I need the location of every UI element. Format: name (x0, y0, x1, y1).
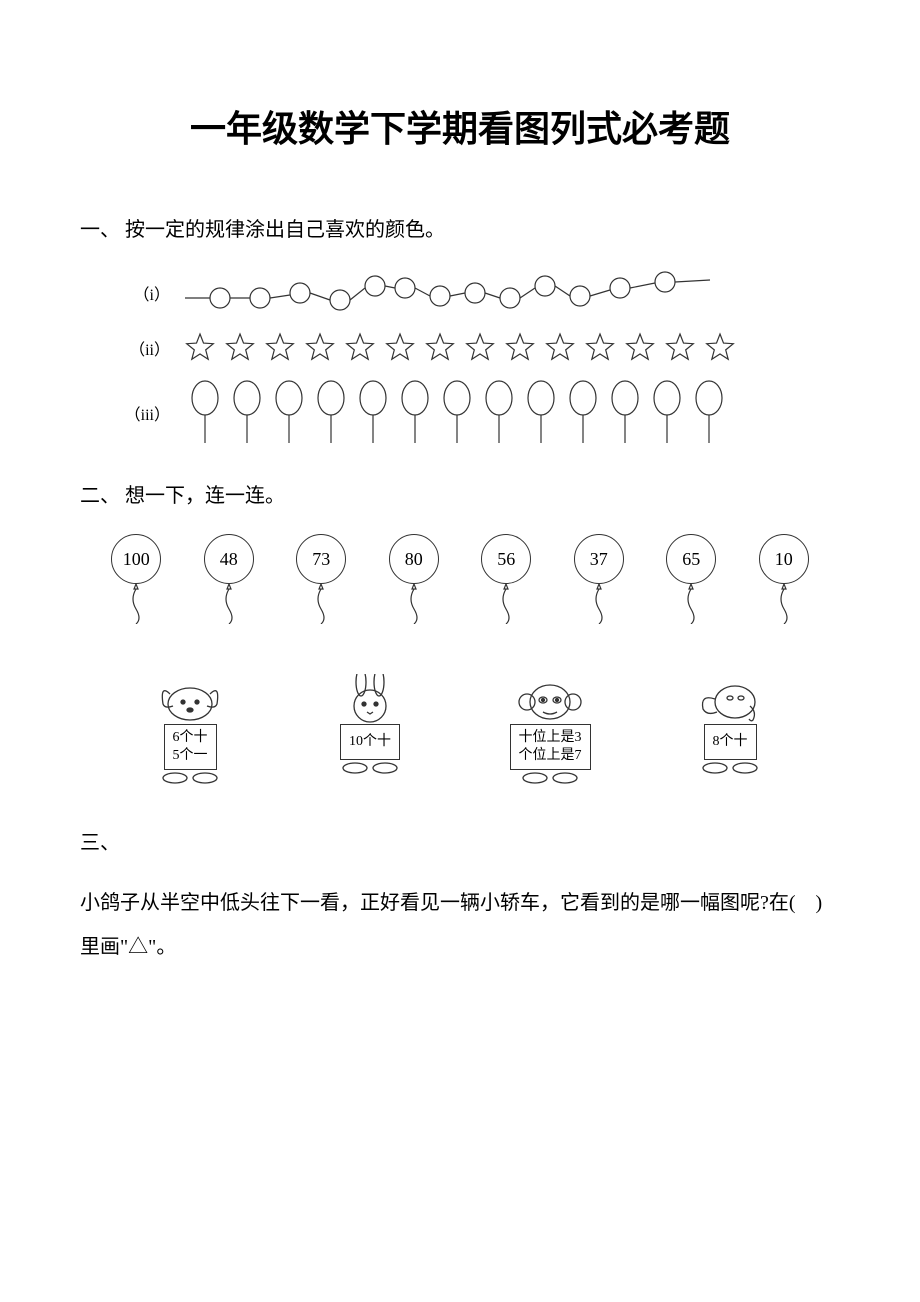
balloon-circle: 56 (481, 534, 531, 584)
circles-wave-icon (180, 268, 720, 318)
q1-row-iii: （iii） (110, 378, 840, 448)
balloon-number: 37 (590, 549, 608, 570)
balloon-number: 100 (123, 549, 150, 570)
q3-body-text: 小鸽子从半空中低头往下一看，正好看见一辆小轿车，它看到的是哪一幅图呢?在( )里… (80, 881, 840, 969)
balloon-circle: 65 (666, 534, 716, 584)
balloon-number: 65 (682, 549, 700, 570)
balloon-number: 48 (220, 549, 238, 570)
balloon-string-icon (404, 584, 424, 624)
balloon-item: 48 (204, 534, 254, 624)
feet-icon (150, 770, 230, 785)
balloon-circle: 100 (111, 534, 161, 584)
feet-icon (510, 770, 590, 785)
small-balloons-row-icon (180, 378, 740, 448)
balloon-string-icon (311, 584, 331, 624)
rabbit-icon (335, 674, 405, 724)
balloon-circle: 10 (759, 534, 809, 584)
balloon-item: 10 (759, 534, 809, 624)
q2-heading: 二、 想一下，连一连。 (80, 478, 840, 514)
elephant-icon (695, 674, 765, 724)
animal-item: 十位上是3个位上是7 (480, 674, 620, 785)
question-1: 一、 按一定的规律涂出自己喜欢的颜色。 （i） （ii） (80, 212, 840, 448)
q1-label-ii: （ii） (110, 336, 180, 360)
animal-item: 8个十 (660, 674, 800, 785)
question-2: 二、 想一下，连一连。 100 48 73 80 (80, 478, 840, 785)
q1-label-i: （i） (110, 281, 180, 305)
q1-heading: 一、 按一定的规律涂出自己喜欢的颜色。 (80, 212, 840, 248)
balloon-item: 56 (481, 534, 531, 624)
animal-label: 8个十 (704, 724, 757, 760)
monkey-icon (515, 674, 585, 724)
balloon-string-icon (219, 584, 239, 624)
q2-animals-row: 6个十5个一 10个十 (80, 674, 840, 785)
balloon-circle: 37 (574, 534, 624, 584)
balloon-item: 65 (666, 534, 716, 624)
feet-icon (330, 760, 410, 775)
balloon-item: 100 (111, 534, 161, 624)
balloon-item: 73 (296, 534, 346, 624)
balloon-string-icon (126, 584, 146, 624)
balloon-string-icon (774, 584, 794, 624)
balloon-string-icon (681, 584, 701, 624)
animal-label: 10个十 (340, 724, 400, 760)
q1-label-iii: （iii） (110, 401, 180, 425)
page-title: 一年级数学下学期看图列式必考题 (80, 100, 840, 152)
dog-icon (155, 674, 225, 724)
stars-row-icon (180, 328, 740, 368)
balloon-circle: 80 (389, 534, 439, 584)
animal-label: 十位上是3个位上是7 (510, 724, 591, 770)
balloon-number: 73 (312, 549, 330, 570)
q1-row-ii: （ii） (110, 328, 840, 368)
question-3: 三、 小鸽子从半空中低头往下一看，正好看见一辆小轿车，它看到的是哪一幅图呢?在(… (80, 825, 840, 969)
feet-icon (690, 760, 770, 775)
balloon-circle: 48 (204, 534, 254, 584)
animal-item: 6个十5个一 (120, 674, 260, 785)
q3-heading: 三、 (80, 825, 840, 861)
balloon-number: 56 (497, 549, 515, 570)
balloon-item: 37 (574, 534, 624, 624)
balloon-number: 80 (405, 549, 423, 570)
balloon-item: 80 (389, 534, 439, 624)
animal-label: 6个十5个一 (164, 724, 217, 770)
q1-row-i: （i） (110, 268, 840, 318)
balloon-string-icon (589, 584, 609, 624)
animal-item: 10个十 (300, 674, 440, 785)
balloon-circle: 73 (296, 534, 346, 584)
balloon-number: 10 (775, 549, 793, 570)
balloon-string-icon (496, 584, 516, 624)
q2-balloons-row: 100 48 73 80 56 (80, 534, 840, 624)
